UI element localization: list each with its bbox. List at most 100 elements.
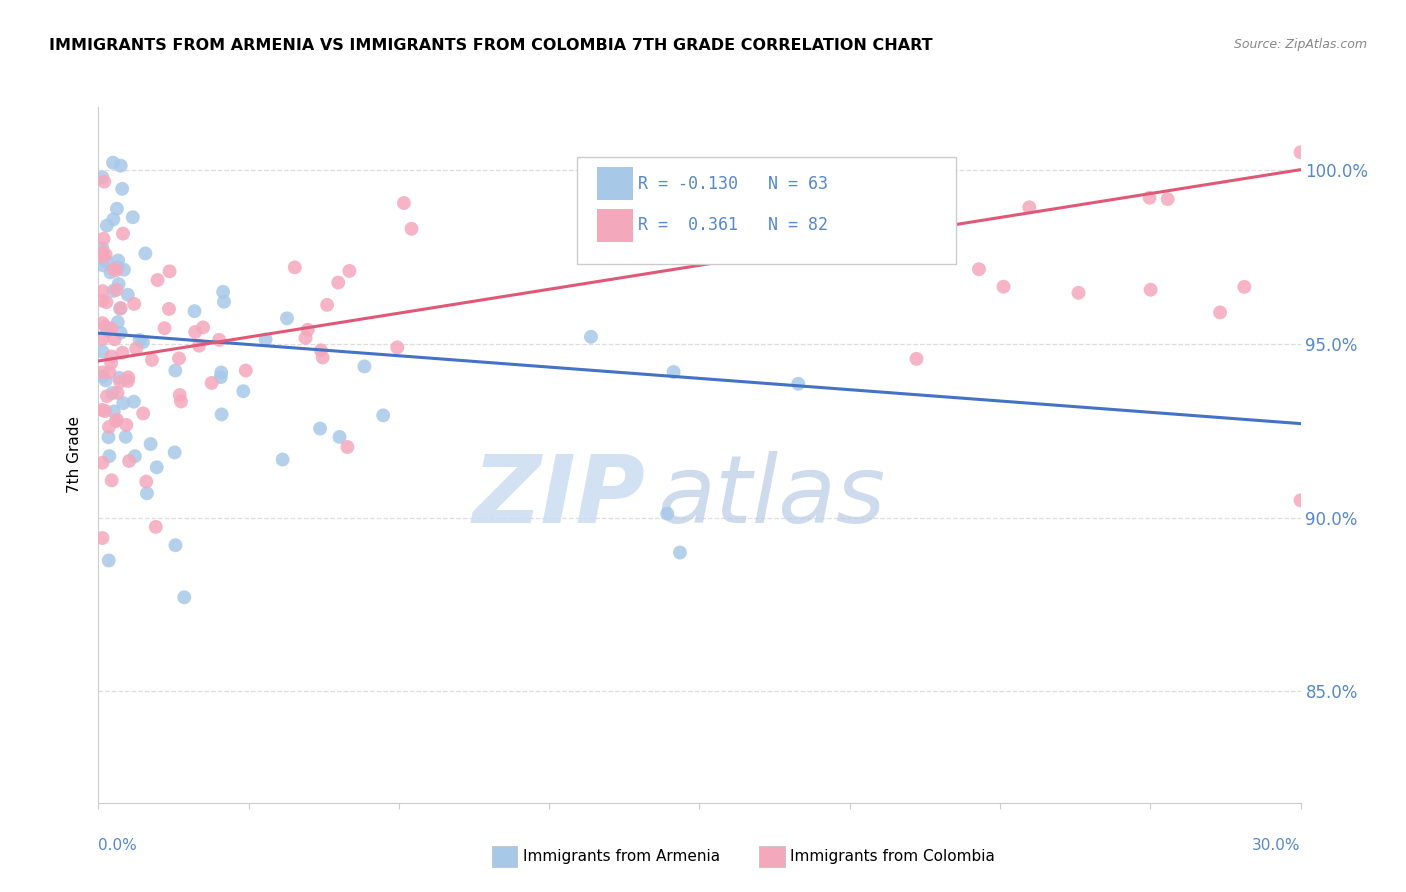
- Point: [91, 170, 114, 185]
- Point: [139, 437, 162, 451]
- Point: [91, 332, 114, 346]
- Text: Source: ZipAtlas.com: Source: ZipAtlas.com: [1233, 38, 1367, 52]
- Point: [134, 246, 156, 260]
- Point: [107, 385, 129, 400]
- Point: [1156, 192, 1178, 206]
- Point: [1289, 493, 1312, 508]
- Point: [309, 343, 332, 358]
- Point: [98, 449, 121, 463]
- Point: [104, 414, 127, 428]
- Point: [132, 335, 155, 350]
- Text: IMMIGRANTS FROM ARMENIA VS IMMIGRANTS FROM COLOMBIA 7TH GRADE CORRELATION CHART: IMMIGRANTS FROM ARMENIA VS IMMIGRANTS FR…: [49, 38, 932, 54]
- Point: [91, 245, 114, 260]
- Point: [91, 344, 114, 359]
- Point: [121, 211, 143, 225]
- Point: [115, 417, 138, 432]
- Point: [141, 353, 163, 368]
- Point: [96, 219, 118, 233]
- Text: R =  0.361   N = 82: R = 0.361 N = 82: [638, 217, 828, 235]
- Point: [1209, 305, 1232, 319]
- Point: [1139, 283, 1161, 297]
- Text: Immigrants from Colombia: Immigrants from Colombia: [790, 849, 995, 863]
- Point: [100, 350, 122, 364]
- Point: [101, 155, 124, 169]
- Point: [91, 258, 114, 272]
- Point: [387, 341, 409, 355]
- Point: [316, 298, 339, 312]
- Point: [105, 202, 128, 216]
- Point: [657, 507, 679, 521]
- Point: [97, 324, 120, 338]
- Point: [91, 316, 114, 330]
- Point: [165, 538, 187, 552]
- Point: [184, 325, 207, 339]
- Point: [91, 241, 114, 255]
- Point: [336, 440, 359, 454]
- Point: [328, 276, 350, 290]
- Point: [254, 333, 277, 347]
- Point: [209, 370, 232, 384]
- Point: [105, 263, 128, 277]
- Point: [103, 284, 125, 298]
- Point: [276, 311, 298, 326]
- Text: 30.0%: 30.0%: [1253, 838, 1301, 853]
- Point: [98, 365, 121, 379]
- Point: [125, 342, 148, 356]
- Point: [107, 260, 129, 274]
- Point: [328, 430, 350, 444]
- Point: [103, 332, 125, 346]
- Point: [94, 319, 117, 334]
- Point: [117, 287, 139, 301]
- Point: [103, 404, 125, 418]
- Bar: [598, 167, 633, 201]
- Point: [153, 321, 176, 335]
- Point: [212, 294, 235, 309]
- Point: [100, 356, 122, 370]
- Point: [91, 284, 114, 298]
- Point: [271, 452, 294, 467]
- Point: [1289, 145, 1312, 160]
- Point: [96, 389, 118, 403]
- Point: [96, 295, 118, 310]
- Text: R = -0.130   N = 63: R = -0.130 N = 63: [638, 175, 828, 193]
- Point: [94, 254, 117, 268]
- Point: [111, 182, 134, 196]
- Point: [98, 420, 121, 434]
- Point: [91, 369, 114, 384]
- Text: ZIP: ZIP: [472, 450, 645, 542]
- Point: [103, 212, 125, 227]
- Point: [309, 421, 332, 435]
- Point: [967, 262, 990, 277]
- Point: [200, 376, 222, 390]
- Point: [163, 445, 186, 459]
- Point: [101, 386, 124, 401]
- Point: [103, 262, 125, 277]
- Point: [297, 323, 319, 337]
- Point: [105, 283, 128, 297]
- Point: [169, 388, 191, 402]
- Point: [114, 430, 136, 444]
- Y-axis label: 7th Grade: 7th Grade: [67, 417, 83, 493]
- Point: [112, 262, 135, 277]
- Point: [211, 408, 233, 422]
- Point: [1139, 191, 1161, 205]
- Point: [353, 359, 375, 374]
- Point: [117, 374, 139, 388]
- Point: [235, 363, 257, 377]
- Point: [117, 370, 139, 384]
- Point: [91, 293, 114, 308]
- Point: [128, 333, 150, 347]
- Text: Immigrants from Armenia: Immigrants from Armenia: [523, 849, 720, 863]
- Point: [135, 475, 157, 489]
- Point: [93, 175, 115, 189]
- Point: [94, 373, 117, 387]
- Point: [110, 301, 132, 315]
- Point: [339, 264, 361, 278]
- Point: [94, 404, 117, 418]
- Point: [284, 260, 307, 275]
- Point: [100, 321, 122, 335]
- Point: [105, 413, 128, 427]
- Point: [212, 285, 235, 299]
- Point: [173, 591, 195, 605]
- Point: [579, 330, 602, 344]
